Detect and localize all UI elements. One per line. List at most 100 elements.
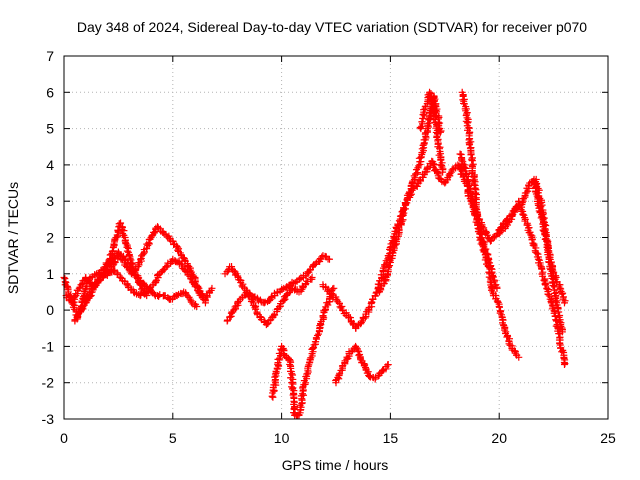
data-point	[260, 299, 268, 307]
data-point	[384, 263, 392, 271]
data-point	[535, 207, 543, 215]
data-point	[501, 326, 509, 334]
y-tick-label: 4	[46, 157, 54, 173]
data-point	[494, 299, 502, 307]
y-tick-label: 1	[46, 266, 54, 282]
data-point	[463, 177, 471, 185]
x-tick-label: 0	[60, 430, 68, 446]
series-arc7	[268, 284, 338, 420]
data-point	[73, 312, 81, 320]
y-tick-label: -1	[42, 338, 55, 354]
data-point	[357, 319, 365, 327]
data-point	[122, 240, 130, 248]
data-point	[271, 373, 279, 381]
data-point	[124, 259, 132, 267]
x-tick-label: 5	[169, 430, 177, 446]
data-point	[177, 260, 185, 268]
data-point	[478, 223, 486, 231]
data-point	[536, 261, 544, 269]
data-point	[182, 290, 190, 298]
data-point	[459, 160, 467, 168]
data-point	[446, 170, 454, 178]
data-point	[311, 260, 319, 268]
data-point	[186, 295, 194, 303]
data-point	[251, 304, 259, 312]
data-point	[320, 307, 328, 315]
data-point	[496, 309, 504, 317]
grid-lines	[64, 56, 608, 419]
data-point	[398, 212, 406, 220]
data-point	[267, 294, 275, 302]
data-point	[138, 285, 146, 293]
data-point	[136, 292, 144, 300]
data-point	[355, 351, 363, 359]
x-tick-label: 20	[491, 430, 507, 446]
data-point	[552, 316, 560, 324]
data-point	[439, 168, 447, 176]
data-point	[187, 298, 195, 306]
series-arc8	[319, 92, 445, 332]
data-point	[415, 162, 423, 170]
data-point	[150, 229, 158, 237]
data-point	[470, 180, 478, 188]
data-point	[288, 385, 296, 393]
data-point	[208, 284, 216, 292]
data-point	[137, 255, 145, 263]
x-axis-label: GPS time / hours	[282, 457, 389, 473]
data-point	[338, 302, 346, 310]
data-point	[489, 288, 497, 296]
data-point	[461, 164, 469, 172]
data-point	[173, 292, 181, 300]
data-point	[418, 118, 426, 126]
y-tick-label: 0	[46, 302, 54, 318]
data-point	[467, 151, 475, 159]
data-point	[426, 88, 434, 96]
y-tick-label: 3	[46, 193, 54, 209]
data-point	[308, 273, 316, 281]
data-point	[528, 236, 536, 244]
data-point	[375, 287, 383, 295]
y-tick-label: 6	[46, 84, 54, 100]
data-point	[466, 181, 474, 189]
series-arc4	[82, 248, 201, 310]
data-point	[416, 124, 424, 132]
x-tick-label: 15	[383, 430, 399, 446]
data-point	[560, 361, 568, 369]
series-arc11	[416, 88, 447, 176]
data-point	[63, 283, 71, 291]
x-tick-label: 10	[274, 430, 290, 446]
data-point	[541, 281, 549, 289]
data-point	[69, 299, 77, 307]
series-arc12	[458, 88, 523, 361]
series-arc14	[495, 197, 569, 369]
data-point	[397, 220, 405, 228]
series-arc6	[223, 273, 316, 329]
data-point	[464, 118, 472, 126]
data-point	[560, 299, 568, 307]
x-tick-label: 25	[600, 430, 616, 446]
data-points	[60, 88, 569, 420]
data-point	[504, 219, 512, 227]
data-point	[193, 302, 201, 310]
data-point	[519, 195, 527, 203]
data-point	[185, 263, 193, 271]
data-point	[354, 347, 362, 355]
data-point	[544, 291, 552, 299]
y-tick-label: 2	[46, 230, 54, 246]
data-point	[547, 258, 555, 266]
data-point	[555, 330, 563, 338]
data-point	[346, 314, 354, 322]
chart-title: Day 348 of 2024, Sidereal Day-to-day VTE…	[77, 19, 587, 35]
data-point	[288, 370, 296, 378]
data-point	[313, 332, 321, 340]
data-point	[86, 292, 94, 300]
data-point	[105, 261, 113, 269]
data-point	[495, 303, 503, 311]
data-point	[392, 236, 400, 244]
data-point	[352, 344, 360, 352]
data-point	[135, 276, 143, 284]
data-point	[458, 156, 466, 164]
data-point	[515, 198, 523, 206]
data-point	[538, 212, 546, 220]
